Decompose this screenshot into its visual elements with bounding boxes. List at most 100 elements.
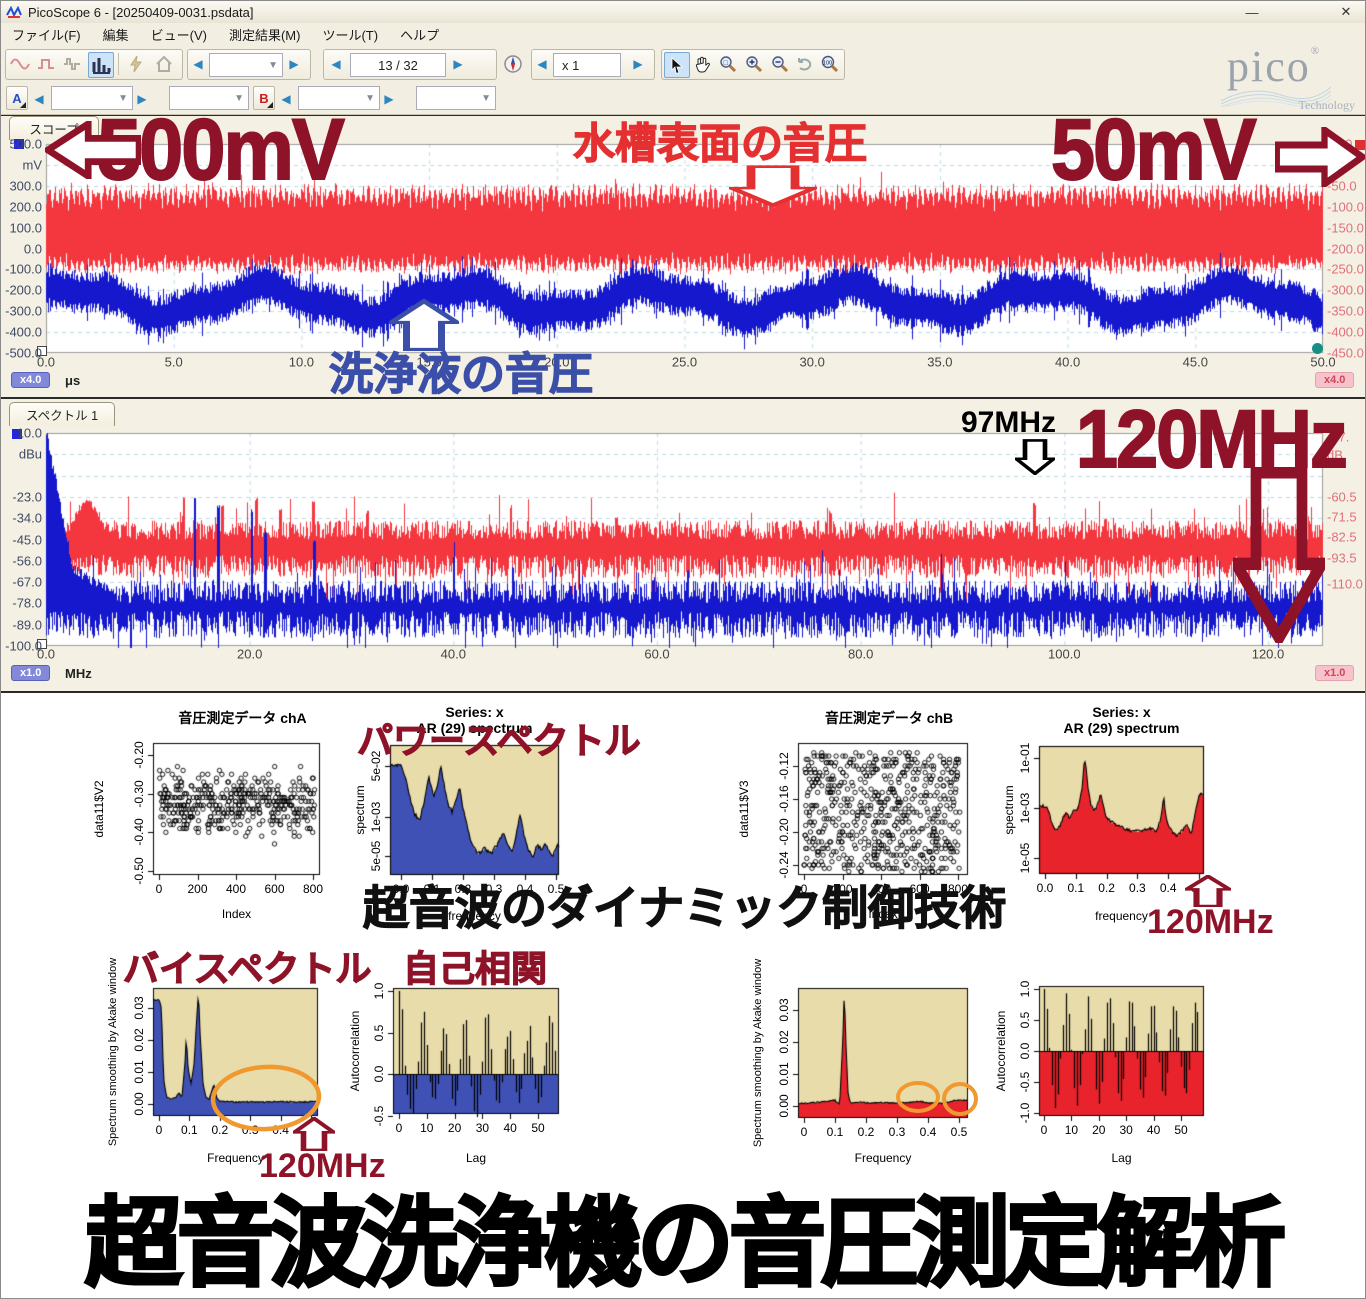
pointer-tool-icon[interactable]: [664, 52, 690, 78]
pico-sub-text: Technology: [1298, 98, 1355, 112]
scope-left-tick: 200.0: [9, 199, 42, 215]
scope-right-tick: -100.0: [1327, 199, 1364, 215]
r-x-tick: 0: [1040, 1123, 1048, 1137]
r-x-tick: 0.2: [454, 882, 472, 896]
r-x-tick: 0.1: [423, 882, 441, 896]
menu-measurements[interactable]: 測定結果(M): [228, 28, 301, 43]
r-y-tick: -0.20: [777, 818, 791, 846]
r-y-label: data11$V2: [92, 780, 106, 838]
scope-right-tick: -200.0: [1327, 241, 1364, 256]
r-x-tick: 0: [800, 1125, 808, 1139]
spectrum-left-tick: -78.0: [12, 595, 42, 611]
blue-up-arrow-icon: [293, 1117, 335, 1151]
zoom-prev-icon[interactable]: ◀: [537, 57, 547, 71]
r-x-tick: 0.0: [1036, 881, 1054, 895]
channel-a-button[interactable]: A: [6, 86, 28, 110]
zoom-value[interactable]: x 1: [553, 53, 621, 77]
spectrum-right-tick: dB: [1327, 447, 1343, 463]
zoom-window-icon[interactable]: □: [716, 52, 740, 76]
channel-a-prev-icon[interactable]: ◀: [34, 92, 44, 106]
next-waveform-icon[interactable]: ▶: [289, 57, 299, 71]
r-y-tick: 1e-03: [369, 801, 383, 833]
r-x-tick: 0.1: [826, 1125, 844, 1139]
scope-left-tick: -200.0: [5, 282, 42, 298]
r-chart-title: 音圧測定データ chB: [824, 710, 954, 726]
zoom-select-group: ◀ x 1 ▶: [531, 49, 655, 80]
spectrum-left-tick: -56.0: [12, 553, 42, 569]
r-x-tick: 0.3: [1129, 881, 1146, 895]
channel-b-prev-icon[interactable]: ◀: [281, 92, 291, 106]
buffer-indicator[interactable]: 13 / 32: [350, 53, 446, 77]
undo-zoom-icon[interactable]: [792, 52, 816, 76]
channel-b-button[interactable]: B: [253, 86, 275, 110]
sine-mode-icon[interactable]: [8, 52, 32, 76]
liquid-up-arrow-icon: [389, 299, 459, 351]
channel-a-next-icon[interactable]: ▶: [137, 92, 147, 106]
annotation-autocorrelation: 自己相関: [402, 948, 548, 989]
annotation-surface-pressure: 水槽表面の音圧: [572, 120, 868, 167]
r-x-tick: 50: [1174, 1123, 1188, 1137]
channel-b-next-icon[interactable]: ▶: [384, 92, 394, 106]
home-icon[interactable]: [152, 52, 176, 76]
r-chart-title: Series: x: [445, 704, 504, 720]
zoom-out-icon[interactable]: [768, 52, 792, 76]
hand-tool-icon[interactable]: [690, 52, 714, 76]
close-button[interactable]: ✕: [1340, 4, 1352, 19]
channel-b-coupling-combo[interactable]: ▼: [416, 86, 496, 110]
next-buffer-icon[interactable]: ▶: [453, 57, 463, 71]
menu-help[interactable]: ヘルプ: [400, 28, 440, 43]
r-y-tick: 5e-05: [369, 840, 383, 872]
footer-title: 超音波洗浄機の音圧測定解析: [84, 1189, 1288, 1298]
waveform-combo[interactable]: ▼: [209, 53, 283, 77]
r-y-tick: 0.00: [777, 1094, 791, 1118]
r-y-tick: 0.01: [777, 1062, 791, 1086]
channel-a-coupling-combo[interactable]: ▼: [169, 86, 249, 110]
menu-file[interactable]: ファイル(F): [12, 28, 81, 43]
r-x-tick: 0.2: [211, 1123, 229, 1137]
r-y-tick: -0.40: [132, 818, 146, 847]
r-x-tick: 600: [264, 882, 285, 896]
r-y-label: spectrum: [353, 785, 367, 835]
scope-right-tick: -450.0: [1327, 345, 1364, 361]
prev-waveform-icon[interactable]: ◀: [193, 57, 203, 71]
menu-view[interactable]: ビュー(V): [150, 28, 207, 43]
right-arrow-icon: [1275, 127, 1365, 187]
scope-trigger-marker[interactable]: [37, 346, 47, 356]
spectrum-mode-icon[interactable]: [88, 52, 114, 78]
zoom-100-icon[interactable]: 100: [818, 52, 842, 76]
prev-buffer-icon[interactable]: ◀: [331, 57, 341, 71]
spectrum-left-tick: -34.0: [12, 510, 42, 526]
title-bar: PicoScope 6 - [20250409-0031.psdata] — ✕: [1, 1, 1365, 24]
square-mode-icon[interactable]: [34, 52, 58, 76]
spectrum-x-tick: 60.0: [644, 646, 670, 662]
scope-trigger-circle[interactable]: [1312, 343, 1323, 354]
r-y-tick: -1.0: [1018, 1102, 1032, 1124]
r-x-tick: 0.5: [950, 1125, 968, 1139]
scope-right-tick: -150.0: [1327, 220, 1364, 236]
annotation-97mhz: 97MHz: [961, 406, 1057, 439]
minimize-button[interactable]: —: [1245, 4, 1259, 20]
persistence-mode-icon[interactable]: [60, 52, 84, 76]
scope-x-tick: 40.0: [1054, 354, 1081, 370]
compass-icon[interactable]: [501, 52, 525, 76]
scope-xunit-label: μs: [65, 373, 81, 388]
lightning-icon[interactable]: [124, 52, 148, 76]
r-y-tick: -0.16: [777, 785, 791, 813]
spectrum-left-tick: -89.0: [12, 617, 42, 633]
annotation-liquid-pressure: 洗浄液の音圧: [328, 350, 593, 399]
spectrum-right-tick: -60.5: [1327, 489, 1357, 505]
channel-b-range-combo[interactable]: ▼: [298, 86, 380, 110]
annotation-dynamic-control: 超音波のダイナミック制御技術: [362, 882, 1007, 934]
scope-left-tick: -100.0: [5, 261, 42, 277]
tab-spectrum[interactable]: スペクトル 1: [9, 402, 115, 426]
channel-a-range-combo[interactable]: ▼: [51, 86, 133, 110]
annotation-bispectrum: バイスペクトル: [122, 948, 372, 989]
r-y-label: Spectrum smoothing by Akake window: [107, 957, 119, 1147]
menu-edit[interactable]: 編集: [102, 28, 129, 43]
tab-scope[interactable]: スコープ: [9, 116, 99, 140]
menu-bar: ファイル(F) 編集 ビュー(V) 測定結果(M) ツール(T) ヘルプ: [1, 23, 1365, 47]
spectrum-corner-marker: [37, 639, 47, 649]
menu-tools[interactable]: ツール(T): [322, 28, 379, 43]
zoom-next-icon[interactable]: ▶: [633, 57, 643, 71]
zoom-in-icon[interactable]: [742, 52, 766, 76]
